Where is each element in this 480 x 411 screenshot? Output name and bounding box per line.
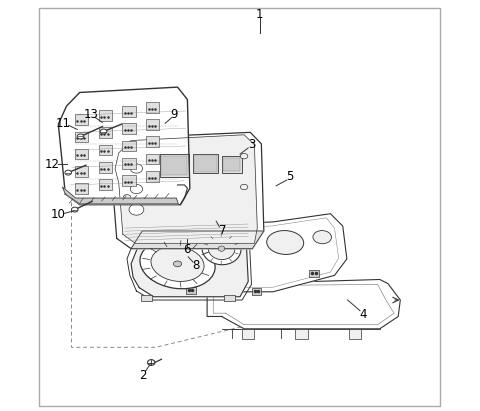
Bar bbox=[146, 119, 159, 130]
Text: 3: 3 bbox=[248, 138, 255, 151]
Ellipse shape bbox=[313, 231, 332, 244]
Polygon shape bbox=[62, 187, 179, 204]
Bar bbox=[75, 132, 88, 142]
Bar bbox=[98, 145, 112, 155]
Text: 8: 8 bbox=[192, 259, 199, 272]
Text: 12: 12 bbox=[44, 158, 59, 171]
Text: 13: 13 bbox=[84, 108, 99, 121]
Polygon shape bbox=[131, 230, 248, 297]
Ellipse shape bbox=[147, 360, 155, 365]
Ellipse shape bbox=[218, 246, 225, 251]
Ellipse shape bbox=[208, 238, 235, 260]
Text: 11: 11 bbox=[56, 117, 71, 130]
Bar bbox=[223, 158, 240, 171]
Polygon shape bbox=[110, 132, 264, 249]
Bar bbox=[160, 154, 189, 177]
Bar bbox=[252, 288, 262, 295]
Bar bbox=[141, 295, 152, 301]
Text: 2: 2 bbox=[139, 369, 146, 382]
Text: 5: 5 bbox=[287, 170, 294, 183]
Bar bbox=[75, 166, 88, 177]
Bar bbox=[349, 329, 361, 339]
Bar bbox=[161, 156, 187, 175]
Bar bbox=[98, 127, 112, 138]
Bar bbox=[75, 114, 88, 125]
Bar bbox=[221, 156, 242, 173]
Bar bbox=[98, 162, 112, 173]
Ellipse shape bbox=[202, 233, 241, 265]
Ellipse shape bbox=[72, 207, 78, 212]
Bar bbox=[296, 329, 308, 339]
Bar bbox=[98, 179, 112, 190]
Ellipse shape bbox=[267, 231, 304, 254]
Ellipse shape bbox=[130, 164, 143, 173]
Ellipse shape bbox=[240, 184, 248, 189]
Text: 4: 4 bbox=[360, 307, 367, 321]
Bar bbox=[193, 154, 218, 173]
Ellipse shape bbox=[65, 170, 72, 175]
Text: 6: 6 bbox=[183, 243, 190, 256]
Bar bbox=[146, 171, 159, 182]
Bar bbox=[75, 183, 88, 194]
Bar bbox=[122, 158, 136, 169]
Polygon shape bbox=[115, 135, 257, 243]
Bar bbox=[309, 270, 319, 277]
Ellipse shape bbox=[129, 204, 144, 215]
Ellipse shape bbox=[240, 154, 248, 159]
Ellipse shape bbox=[191, 235, 240, 266]
Text: 9: 9 bbox=[170, 108, 178, 121]
Ellipse shape bbox=[123, 195, 131, 200]
Ellipse shape bbox=[173, 261, 181, 267]
Polygon shape bbox=[150, 214, 347, 292]
Bar bbox=[224, 295, 235, 301]
Text: 10: 10 bbox=[51, 208, 66, 222]
Polygon shape bbox=[59, 87, 190, 205]
Polygon shape bbox=[131, 231, 264, 249]
Bar bbox=[122, 106, 136, 117]
Text: 7: 7 bbox=[219, 224, 227, 238]
Ellipse shape bbox=[100, 129, 107, 134]
Bar bbox=[146, 154, 159, 164]
Bar bbox=[122, 175, 136, 186]
Bar bbox=[186, 287, 196, 294]
Ellipse shape bbox=[130, 185, 143, 194]
Ellipse shape bbox=[140, 239, 215, 289]
Bar bbox=[122, 141, 136, 151]
Ellipse shape bbox=[77, 134, 84, 139]
Bar bbox=[242, 329, 254, 339]
Ellipse shape bbox=[151, 246, 204, 282]
Bar bbox=[194, 155, 216, 172]
Bar bbox=[98, 110, 112, 121]
Bar bbox=[146, 102, 159, 113]
Bar bbox=[75, 149, 88, 159]
Polygon shape bbox=[207, 279, 400, 329]
Text: 1: 1 bbox=[256, 8, 264, 21]
Bar bbox=[122, 123, 136, 134]
Bar bbox=[146, 136, 159, 147]
